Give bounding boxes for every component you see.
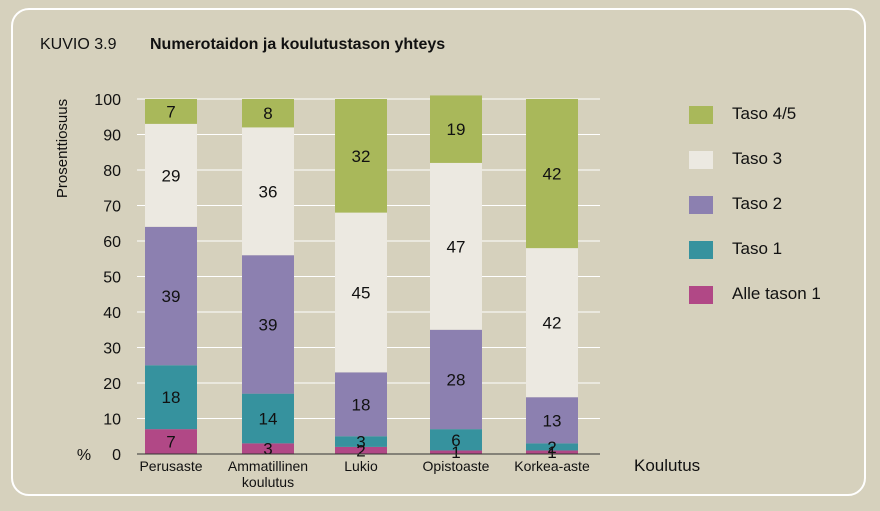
data-label: 7 (166, 433, 175, 452)
legend-label: Taso 4/5 (732, 104, 797, 123)
y-tick-label: 50 (103, 270, 121, 287)
data-label: 18 (352, 395, 371, 414)
y-unit-label: % (77, 447, 91, 464)
data-label: 3 (263, 440, 272, 459)
data-label: 29 (162, 166, 181, 185)
bar-korkea-aste-alle-tason-1 (526, 450, 578, 454)
y-tick-label: 70 (103, 199, 121, 216)
legend-swatch (689, 151, 713, 169)
bar-korkea-aste-taso-2 (526, 397, 578, 444)
legend-item-taso-4-5: Taso 4/5 (689, 104, 859, 126)
data-label: 36 (259, 182, 278, 201)
data-label: 3 (356, 433, 365, 452)
legend-label: Taso 1 (732, 239, 783, 258)
data-label: 1 (451, 443, 460, 462)
data-label: 8 (263, 104, 272, 123)
legend-swatch (689, 286, 713, 304)
y-tick-label: 40 (103, 305, 121, 322)
legend-item-alle-tason-1: Alle tason 1 (689, 284, 859, 306)
y-tick-label: 30 (103, 341, 121, 358)
x-tick-label: Lukio (344, 458, 378, 474)
data-label: 47 (447, 237, 466, 256)
bar-perusaste-taso-4-5 (145, 99, 197, 124)
data-label: 39 (259, 315, 278, 334)
y-tick-label: 80 (103, 163, 121, 180)
x-tick-label: koulutus (242, 474, 294, 490)
bar-lukio-taso-4-5 (335, 99, 387, 213)
figure-title: Numerotaidon ja koulutustason yhteys (150, 36, 446, 53)
bar-lukio-alle-tason-1 (335, 446, 387, 454)
figure-frame (11, 8, 866, 496)
data-label: 32 (352, 147, 371, 166)
bar-perusaste-taso-2 (145, 226, 197, 366)
data-label: 39 (162, 287, 181, 306)
x-tick-label: Korkea-aste (514, 458, 590, 474)
bar-ammatillinen-koulutus-taso-1 (242, 393, 294, 444)
y-tick-label: 100 (94, 92, 121, 109)
legend-label: Taso 2 (732, 194, 783, 213)
legend-swatch (689, 106, 713, 124)
data-label: 6 (451, 431, 460, 450)
bar-lukio-taso-3 (335, 212, 387, 373)
data-label: 18 (162, 388, 181, 407)
bar-opistoaste-taso-2 (430, 329, 482, 430)
data-label: 1 (547, 443, 556, 462)
data-label: 42 (543, 165, 562, 184)
bar-opistoaste-alle-tason-1 (430, 450, 482, 454)
legend-item-taso-2: Taso 2 (689, 194, 859, 216)
data-label: 7 (166, 102, 175, 121)
figure-label: KUVIO 3.9 (40, 36, 117, 53)
bar-perusaste-taso-1 (145, 365, 197, 430)
bar-opistoaste-taso-4-5 (430, 95, 482, 163)
data-label: 2 (356, 441, 365, 460)
y-tick-label: 20 (103, 376, 121, 393)
bar-perusaste-taso-3 (145, 123, 197, 227)
bar-korkea-aste-taso-4-5 (526, 99, 578, 249)
data-label: 45 (352, 283, 371, 302)
y-tick-label: 90 (103, 128, 121, 145)
data-label: 42 (543, 314, 562, 333)
data-label: 19 (447, 120, 466, 139)
data-label: 28 (447, 370, 466, 389)
bar-opistoaste-taso-3 (430, 162, 482, 330)
bar-opistoaste-taso-1 (430, 429, 482, 451)
x-tick-label: Ammatillinen (228, 458, 308, 474)
bar-ammatillinen-koulutus-alle-tason-1 (242, 443, 294, 454)
data-label: 14 (259, 410, 278, 429)
legend-label: Alle tason 1 (732, 284, 821, 303)
bar-korkea-aste-taso-1 (526, 443, 578, 451)
bar-lukio-taso-2 (335, 372, 387, 437)
legend-item-taso-1: Taso 1 (689, 239, 859, 261)
legend-swatch (689, 196, 713, 214)
x-axis-title: Koulutus (634, 456, 700, 475)
bar-ammatillinen-koulutus-taso-3 (242, 127, 294, 256)
y-axis-title: Prosenttiosuus (54, 99, 71, 198)
legend-swatch (689, 241, 713, 259)
bar-lukio-taso-1 (335, 436, 387, 447)
bar-ammatillinen-koulutus-taso-2 (242, 255, 294, 394)
data-label: 2 (547, 438, 556, 457)
legend-item-taso-3: Taso 3 (689, 149, 859, 171)
bar-perusaste-alle-tason-1 (145, 429, 197, 454)
data-label: 13 (543, 411, 562, 430)
bar-korkea-aste-taso-3 (526, 248, 578, 398)
y-tick-label: 0 (112, 447, 121, 464)
legend-label: Taso 3 (732, 149, 783, 168)
y-tick-label: 60 (103, 234, 121, 251)
x-tick-label: Opistoaste (423, 458, 490, 474)
x-tick-label: Perusaste (139, 458, 202, 474)
y-tick-label: 10 (103, 412, 121, 429)
bar-ammatillinen-koulutus-taso-4-5 (242, 99, 294, 128)
